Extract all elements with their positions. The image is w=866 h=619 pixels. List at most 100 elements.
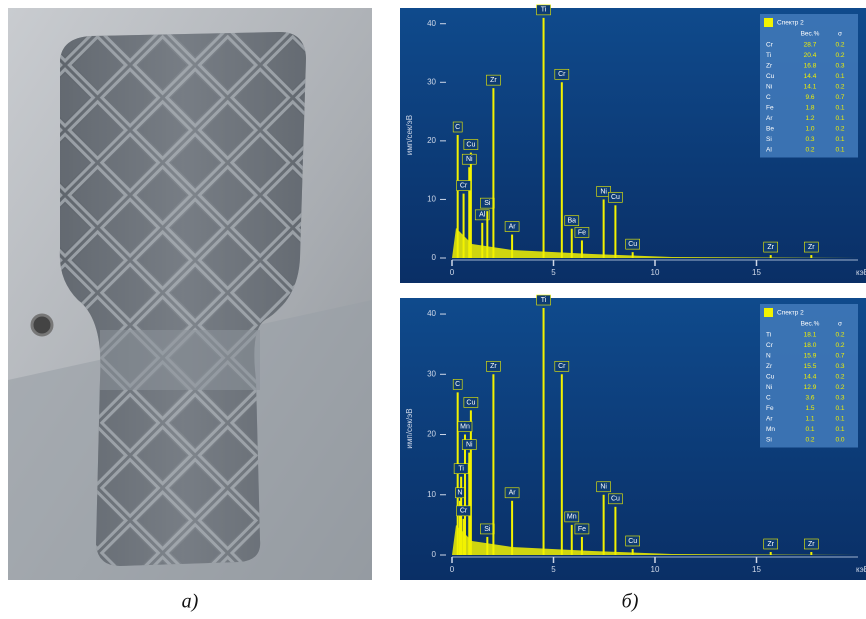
y-tick-label: 10 bbox=[427, 490, 436, 499]
peak-label-box bbox=[804, 241, 819, 253]
peak-label: Ni bbox=[466, 441, 473, 448]
legend-sigma: 0.3 bbox=[835, 363, 844, 370]
peak-label-box bbox=[625, 238, 640, 250]
y-axis-label: имп/сек/эВ bbox=[405, 115, 414, 155]
peak-label: Zr bbox=[490, 363, 497, 370]
legend-element: Ar bbox=[766, 416, 773, 423]
legend-swatch bbox=[764, 18, 773, 27]
legend-weight: 18.1 bbox=[804, 332, 817, 339]
peak-label-box bbox=[457, 421, 473, 432]
peak-label: Zr bbox=[808, 244, 815, 251]
peak-label-box bbox=[625, 535, 640, 547]
y-tick-label: 40 bbox=[427, 19, 436, 28]
legend-weight: 1.1 bbox=[805, 416, 814, 423]
peak-label-box bbox=[461, 439, 477, 450]
legend-box bbox=[760, 304, 858, 448]
legend-sigma: 0.3 bbox=[835, 63, 844, 70]
peak-label-box bbox=[474, 209, 490, 221]
legend-weight: 1.2 bbox=[805, 115, 814, 122]
peak-label: Ni bbox=[600, 188, 607, 195]
peak-label: Cr bbox=[460, 182, 468, 189]
legend-box bbox=[760, 14, 858, 158]
peak-label: Cu bbox=[628, 538, 637, 545]
spectrum-panel: 0 10 20 30 40 0 5 10 15 кэВ имп/сек/эВ C Cu Ni Cr Al Si Z… bbox=[400, 4, 866, 283]
peak-label-box bbox=[536, 294, 551, 306]
legend-element: Ni bbox=[766, 384, 772, 391]
legend-sigma: 0.2 bbox=[835, 342, 844, 349]
legend-sigma: 0.2 bbox=[835, 42, 844, 49]
legend-element: Mn bbox=[766, 426, 775, 433]
legend-sigma: 0.1 bbox=[835, 147, 844, 154]
legend-sigma: 0.2 bbox=[835, 374, 844, 381]
peak-label-box bbox=[596, 186, 611, 197]
peak-label: Cu bbox=[466, 399, 475, 406]
peak-label: Cr bbox=[558, 71, 566, 78]
legend-element: C bbox=[766, 94, 771, 101]
peak-label-box bbox=[608, 493, 623, 505]
legend-sigma: 0.2 bbox=[835, 384, 844, 391]
legend-element: Cr bbox=[766, 342, 774, 349]
legend-element: Cu bbox=[766, 374, 775, 381]
peak-label-box bbox=[536, 4, 551, 16]
x-tick-label: 5 bbox=[551, 565, 556, 574]
peak-label: Zr bbox=[767, 541, 774, 548]
x-tick-label: 0 bbox=[450, 268, 455, 277]
legend-weight: 12.9 bbox=[804, 384, 817, 391]
legend-element: Be bbox=[766, 126, 774, 133]
peak-label: Mn bbox=[460, 423, 470, 430]
legend-weight: 15.9 bbox=[804, 353, 817, 360]
legend-sigma: 0.1 bbox=[835, 73, 844, 80]
peak-label-box bbox=[461, 153, 477, 165]
legend-weight: 16.8 bbox=[804, 63, 817, 70]
legend-weight: 0.1 bbox=[805, 426, 814, 433]
legend-element: Ar bbox=[766, 115, 773, 122]
x-tick-label: 5 bbox=[551, 268, 556, 277]
peak-label-box bbox=[564, 511, 580, 523]
x-tick-label: 10 bbox=[651, 268, 660, 277]
y-tick-label: 30 bbox=[427, 77, 436, 86]
peak-label: Si bbox=[484, 200, 491, 207]
legend-weight: 0.2 bbox=[805, 147, 814, 154]
peak-label-box bbox=[574, 227, 590, 238]
peak-label-box bbox=[504, 221, 520, 232]
x-axis-label: кэВ bbox=[856, 268, 866, 277]
peak-label: Fe bbox=[578, 229, 586, 236]
peak-label-box bbox=[452, 121, 463, 133]
legend-weight: 0.3 bbox=[805, 136, 814, 143]
y-axis-label: имп/сек/эВ bbox=[405, 408, 414, 448]
legend-element: Fe bbox=[766, 405, 774, 412]
peak-label: Cu bbox=[611, 496, 620, 503]
peak-label-box bbox=[453, 463, 469, 474]
y-tick-label: 30 bbox=[427, 369, 436, 378]
legend-sigma: 0.1 bbox=[835, 136, 844, 143]
x-tick-label: 15 bbox=[752, 565, 761, 574]
peak-label-box bbox=[554, 68, 570, 80]
peak-label-box bbox=[486, 360, 501, 372]
legend-element: Cr bbox=[766, 42, 774, 49]
legend-sigma: 0.2 bbox=[835, 332, 844, 339]
legend-element: N bbox=[766, 353, 771, 360]
legend-element: C bbox=[766, 395, 771, 402]
peak-label-box bbox=[596, 481, 611, 493]
legend-element: Si bbox=[766, 136, 772, 143]
legend-sigma: 0.1 bbox=[835, 416, 844, 423]
legend-weight: 15.5 bbox=[804, 363, 817, 370]
y-tick-label: 0 bbox=[432, 253, 437, 262]
legend-weight: 14.4 bbox=[804, 73, 817, 80]
legend-weight: 28.7 bbox=[804, 42, 817, 49]
peak-label: Cr bbox=[460, 508, 468, 515]
peak-label: Cu bbox=[466, 141, 475, 148]
peak-label-box bbox=[763, 241, 779, 253]
legend-sigma: 0.7 bbox=[835, 94, 844, 101]
peak-label: C bbox=[455, 124, 460, 131]
legend-sigma: 0.1 bbox=[835, 115, 844, 122]
legend-element: Cu bbox=[766, 73, 775, 80]
y-tick-label: 20 bbox=[427, 430, 436, 439]
legend-swatch bbox=[764, 308, 773, 317]
peak-label-box bbox=[608, 191, 623, 203]
peak-label: Mn bbox=[567, 514, 577, 521]
legend-title: Спектр 2 bbox=[777, 310, 804, 317]
legend-weight: 20.4 bbox=[804, 52, 817, 59]
legend-weight: 3.6 bbox=[805, 395, 814, 402]
peak-label: Al bbox=[479, 212, 486, 219]
